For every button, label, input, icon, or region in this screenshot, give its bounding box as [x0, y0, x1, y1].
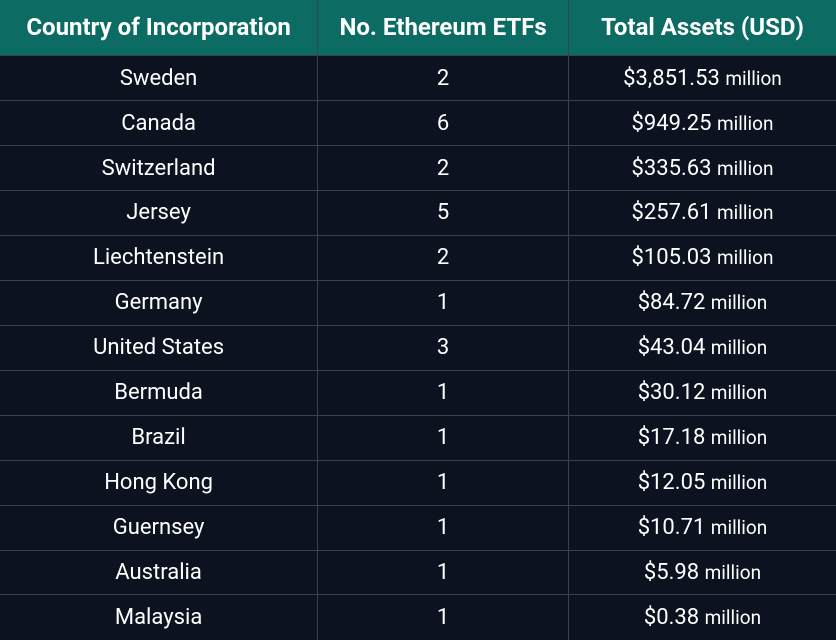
assets-unit: million — [711, 471, 767, 494]
cell-count: 6 — [318, 101, 569, 146]
assets-unit: million — [717, 112, 773, 135]
cell-assets: $335.63 million — [568, 146, 836, 191]
assets-amount: $105.03 — [632, 245, 712, 270]
cell-country: Malaysia — [0, 595, 318, 640]
table-body: Sweden2$3,851.53 millionCanada6$949.25 m… — [0, 56, 836, 640]
table-row: Switzerland2$335.63 million — [0, 146, 836, 191]
cell-count: 5 — [318, 191, 569, 236]
cell-count: 2 — [318, 146, 569, 191]
table-row: Brazil1$17.18 million — [0, 415, 836, 460]
cell-assets: $0.38 million — [568, 595, 836, 640]
cell-country: Switzerland — [0, 146, 318, 191]
cell-count: 1 — [318, 460, 569, 505]
cell-count: 1 — [318, 415, 569, 460]
assets-unit: million — [711, 426, 767, 449]
cell-count: 2 — [318, 56, 569, 101]
assets-amount: $0.38 — [644, 605, 699, 630]
cell-country: Bermuda — [0, 370, 318, 415]
cell-assets: $43.04 million — [568, 325, 836, 370]
assets-unit: million — [705, 561, 761, 584]
assets-unit: million — [711, 291, 767, 314]
cell-country: Guernsey — [0, 505, 318, 550]
assets-unit: million — [717, 201, 773, 224]
cell-count: 1 — [318, 280, 569, 325]
cell-assets: $84.72 million — [568, 280, 836, 325]
cell-country: Australia — [0, 550, 318, 595]
cell-count: 1 — [318, 595, 569, 640]
cell-country: Brazil — [0, 415, 318, 460]
table-row: Germany1$84.72 million — [0, 280, 836, 325]
cell-count: 2 — [318, 235, 569, 280]
assets-unit: million — [705, 606, 761, 629]
table-row: Jersey5$257.61 million — [0, 191, 836, 236]
assets-unit: million — [717, 246, 773, 269]
table-row: Sweden2$3,851.53 million — [0, 56, 836, 101]
cell-country: Liechtenstein — [0, 235, 318, 280]
table-row: United States3$43.04 million — [0, 325, 836, 370]
cell-country: Jersey — [0, 191, 318, 236]
cell-assets: $3,851.53 million — [568, 56, 836, 101]
cell-assets: $30.12 million — [568, 370, 836, 415]
cell-count: 1 — [318, 550, 569, 595]
table-row: Canada6$949.25 million — [0, 101, 836, 146]
table-row: Malaysia1$0.38 million — [0, 595, 836, 640]
assets-amount: $10.71 — [638, 515, 706, 540]
cell-assets: $949.25 million — [568, 101, 836, 146]
table-row: Hong Kong1$12.05 million — [0, 460, 836, 505]
assets-amount: $5.98 — [644, 560, 699, 585]
assets-amount: $949.25 — [632, 111, 712, 136]
assets-unit: million — [711, 336, 767, 359]
cell-assets: $257.61 million — [568, 191, 836, 236]
cell-assets: $12.05 million — [568, 460, 836, 505]
col-header-assets: Total Assets (USD) — [568, 0, 836, 56]
cell-count: 3 — [318, 325, 569, 370]
cell-country: United States — [0, 325, 318, 370]
table-row: Bermuda1$30.12 million — [0, 370, 836, 415]
cell-country: Canada — [0, 101, 318, 146]
assets-amount: $30.12 — [638, 380, 706, 405]
assets-unit: million — [711, 381, 767, 404]
table-header: Country of Incorporation No. Ethereum ET… — [0, 0, 836, 56]
cell-country: Sweden — [0, 56, 318, 101]
assets-amount: $3,851.53 — [623, 66, 720, 91]
cell-assets: $105.03 million — [568, 235, 836, 280]
cell-assets: $5.98 million — [568, 550, 836, 595]
cell-assets: $10.71 million — [568, 505, 836, 550]
assets-unit: million — [717, 157, 773, 180]
assets-unit: million — [711, 516, 767, 539]
assets-amount: $12.05 — [638, 470, 706, 495]
cell-count: 1 — [318, 370, 569, 415]
assets-amount: $257.61 — [632, 200, 712, 225]
cell-country: Hong Kong — [0, 460, 318, 505]
table-row: Australia1$5.98 million — [0, 550, 836, 595]
assets-amount: $17.18 — [638, 425, 706, 450]
assets-unit: million — [725, 67, 781, 90]
col-header-count: No. Ethereum ETFs — [318, 0, 569, 56]
table-row: Liechtenstein2$105.03 million — [0, 235, 836, 280]
table-row: Guernsey1$10.71 million — [0, 505, 836, 550]
assets-amount: $335.63 — [632, 156, 712, 181]
ethereum-etf-table: Country of Incorporation No. Ethereum ET… — [0, 0, 836, 640]
assets-amount: $84.72 — [638, 290, 706, 315]
cell-assets: $17.18 million — [568, 415, 836, 460]
col-header-country: Country of Incorporation — [0, 0, 318, 56]
cell-count: 1 — [318, 505, 569, 550]
cell-country: Germany — [0, 280, 318, 325]
assets-amount: $43.04 — [638, 335, 706, 360]
